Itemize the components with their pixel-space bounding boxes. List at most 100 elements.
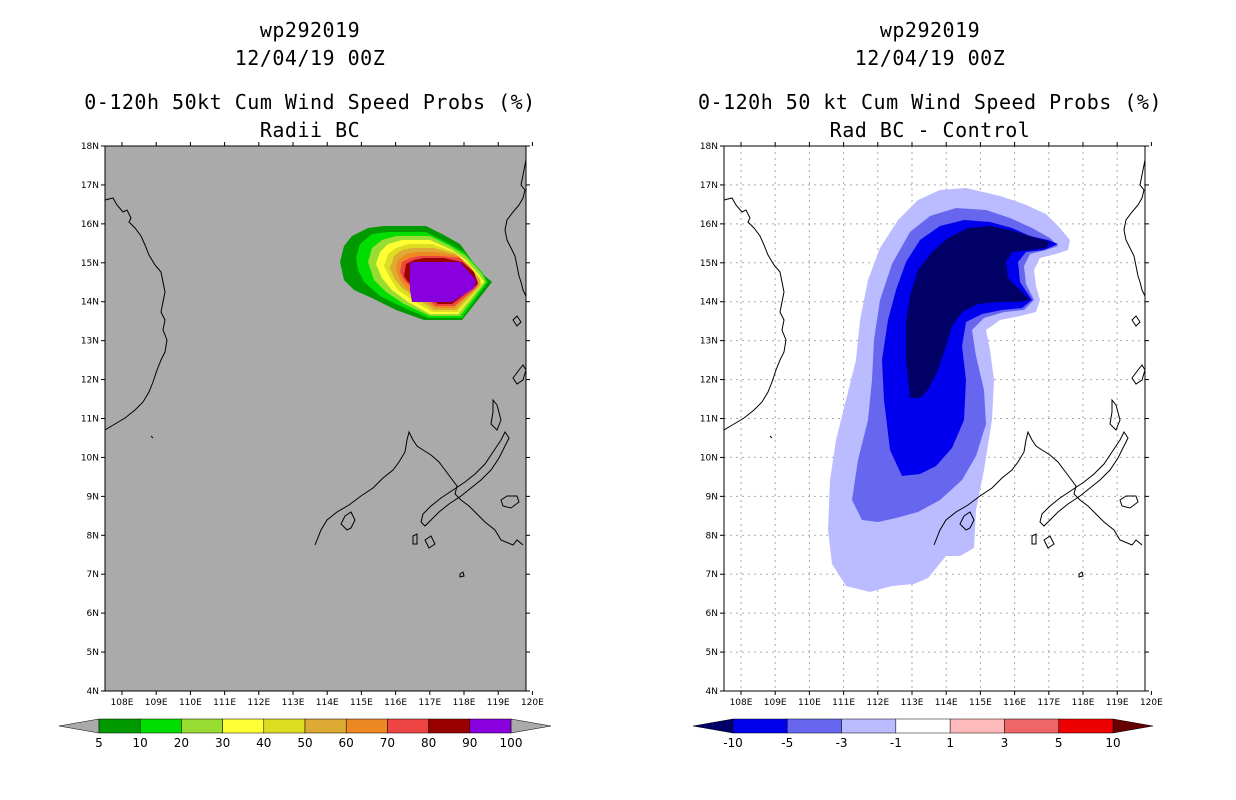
right-lon-label: 115E <box>969 698 992 708</box>
right-lon-label: 109E <box>764 698 787 708</box>
right-product-title: 0-120h 50 kt Cum Wind Speed Probs (%) <box>697 90 1163 114</box>
left-lon-label: 110E <box>179 698 202 708</box>
left-colorbar-swatch <box>387 718 429 734</box>
right-lat-label: 10N <box>700 453 718 463</box>
right-colorbar-high-arrow <box>1112 718 1154 734</box>
left-lon-label: 112E <box>247 698 270 708</box>
left-lat-label: 16N <box>81 220 99 230</box>
left-colorbar-swatch <box>98 718 141 734</box>
right-colorbar-swatch <box>841 718 897 734</box>
left-colorbar-swatch <box>304 718 347 734</box>
left-lat-label: 12N <box>81 376 99 386</box>
right-colorbar-label: -3 <box>836 736 848 750</box>
left-lon-label: 108E <box>111 698 134 708</box>
right-lat-label: 9N <box>706 492 718 502</box>
left-lon-label: 114E <box>316 698 339 708</box>
left-colorbar-label: 10 <box>133 736 148 750</box>
left-colorbar-label: 20 <box>174 736 189 750</box>
left-lat-label: 18N <box>81 142 99 152</box>
left-colorbar-high-arrow <box>510 718 552 734</box>
left-wind-prob-contours <box>340 226 492 320</box>
right-map-panel: 18N 17N 16N 15N 14N 13N 12N 11N 10N 9N 8N 7N 6N 5N 4N 1… <box>700 142 1163 708</box>
right-colorbar-label: 5 <box>1055 736 1063 750</box>
left-lon-label: 118E <box>453 698 476 708</box>
left-lat-label: 11N <box>81 415 99 425</box>
left-colorbar-swatch <box>263 718 306 734</box>
right-diff-contours <box>828 188 1070 592</box>
right-colorbar-swatch <box>1004 718 1059 734</box>
left-colorbar-label: 30 <box>215 736 230 750</box>
right-lat-label: 13N <box>700 337 718 347</box>
left-colorbar-label: 5 <box>95 736 103 750</box>
right-lon-label: 120E <box>1140 698 1163 708</box>
left-lon-label: 119E <box>487 698 510 708</box>
right-lon-label: 116E <box>1003 698 1026 708</box>
right-lat-label: 5N <box>706 648 718 658</box>
right-lat-label: 15N <box>700 259 718 269</box>
left-colorbar-low-arrow <box>58 718 100 734</box>
left-subtitle: Radii BC <box>259 118 361 142</box>
left-colorbar-label: 90 <box>462 736 477 750</box>
left-storm-id: wp292019 <box>259 18 361 42</box>
left-map-panel: 18N 17N 16N 15N 14N 13N 12N 11N 10N 9N 8N 7N 6N 5N 4N 1… <box>81 142 544 708</box>
left-colorbar-label: 70 <box>380 736 395 750</box>
left-lon-label: 120E <box>521 698 544 708</box>
left-lat-label: 9N <box>87 492 99 502</box>
right-subtitle: Rad BC - Control <box>829 118 1031 142</box>
right-lat-label: 8N <box>706 531 718 541</box>
left-lat-label: 6N <box>87 609 99 619</box>
right-colorbar-label: 10 <box>1105 736 1120 750</box>
right-colorbar-swatch <box>732 718 788 734</box>
left-product-title: 0-120h 50kt Cum Wind Speed Probs (%) <box>84 90 536 114</box>
right-lat-label: 16N <box>700 220 718 230</box>
right-lat-label: 12N <box>700 376 718 386</box>
right-colorbar-label: -10 <box>723 736 743 750</box>
left-colorbar-label: 80 <box>421 736 436 750</box>
right-storm-id: wp292019 <box>879 18 981 42</box>
right-colorbar-label: -5 <box>781 736 793 750</box>
right-colorbar-label: 3 <box>1001 736 1009 750</box>
left-lat-label: 4N <box>87 687 99 697</box>
left-lat-label: 5N <box>87 648 99 658</box>
right-colorbar-swatch <box>787 718 842 734</box>
right-colorbar: -10 -5 -3 -1 1 3 5 10 <box>692 718 1154 750</box>
right-lat-label: 11N <box>700 415 718 425</box>
left-colorbar-swatch <box>428 718 471 734</box>
right-lon-label: 108E <box>730 698 753 708</box>
right-lat-label: 7N <box>706 570 718 580</box>
left-lon-label: 109E <box>145 698 168 708</box>
right-lon-label: 110E <box>798 698 821 708</box>
right-lat-label: 4N <box>706 687 718 697</box>
right-lon-label: 117E <box>1037 698 1060 708</box>
left-colorbar-swatch <box>222 718 265 734</box>
left-lat-label: 17N <box>81 181 99 191</box>
left-lon-label: 117E <box>418 698 441 708</box>
left-lon-label: 116E <box>384 698 407 708</box>
right-lon-label: 111E <box>832 698 855 708</box>
right-datetime: 12/04/19 00Z <box>854 46 1006 70</box>
left-lat-label: 15N <box>81 259 99 269</box>
right-lon-label: 113E <box>901 698 924 708</box>
left-lat-label: 14N <box>81 298 99 308</box>
left-colorbar-label: 40 <box>256 736 271 750</box>
left-colorbar-swatch <box>469 718 512 734</box>
left-colorbar-swatch <box>345 718 388 734</box>
right-lon-label: 119E <box>1106 698 1129 708</box>
left-axis-ticks: 18N 17N 16N 15N 14N 13N 12N 11N 10N 9N 8N 7N 6N 5N 4N 1… <box>81 142 544 708</box>
right-colorbar-swatch <box>1058 718 1114 734</box>
left-lat-label: 13N <box>81 337 99 347</box>
right-axis-ticks: 18N 17N 16N 15N 14N 13N 12N 11N 10N 9N 8N 7N 6N 5N 4N 1… <box>700 142 1163 708</box>
left-colorbar-swatch <box>181 718 223 734</box>
right-lon-label: 114E <box>935 698 958 708</box>
left-lat-label: 7N <box>87 570 99 580</box>
left-lon-label: 113E <box>282 698 305 708</box>
right-colorbar-swatch <box>949 718 1005 734</box>
right-lat-label: 14N <box>700 298 718 308</box>
left-colorbar-label: 50 <box>297 736 312 750</box>
left-lat-label: 8N <box>87 531 99 541</box>
left-datetime: 12/04/19 00Z <box>234 46 386 70</box>
right-lat-label: 18N <box>700 142 718 152</box>
right-colorbar-low-arrow <box>692 718 734 734</box>
right-lon-label: 118E <box>1072 698 1095 708</box>
